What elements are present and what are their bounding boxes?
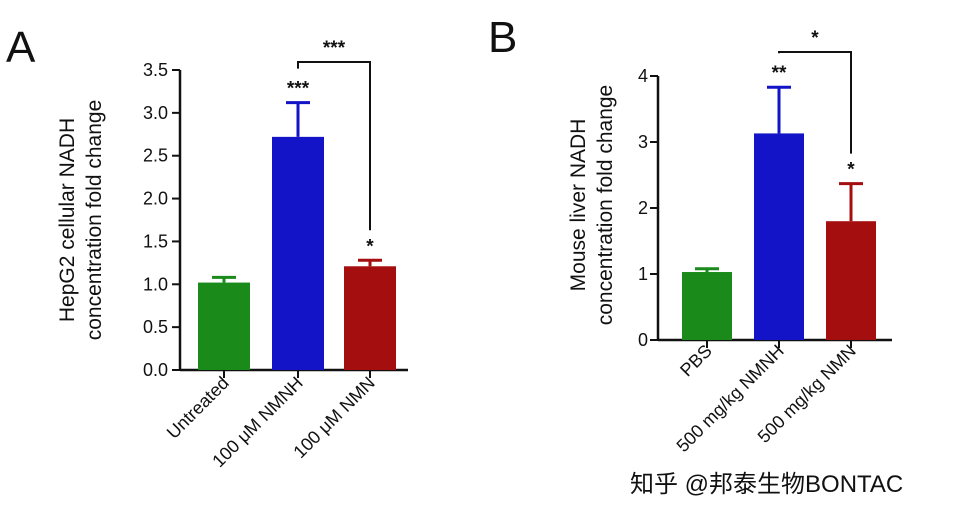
y-tick-label: 1.5 <box>143 231 168 251</box>
significance-label: * <box>847 160 855 181</box>
x-tick-label: Untreated <box>163 373 233 443</box>
y-tick-label: 3.0 <box>143 103 168 123</box>
y-tick-label: 4 <box>638 66 648 86</box>
y-axis-label: concentration fold change <box>83 100 106 341</box>
bar <box>754 133 804 340</box>
significance-label: ** <box>772 63 787 84</box>
y-axis-label: Mouse liver NADH <box>567 119 590 292</box>
y-axis-label: HepG2 cellular NADH <box>56 118 79 322</box>
y-tick-label: 3.5 <box>143 60 168 80</box>
bar <box>826 221 876 340</box>
y-axis-label: concentration fold change <box>594 85 617 326</box>
bar <box>198 282 250 370</box>
significance-label: * <box>366 236 374 257</box>
y-tick-label: 0.5 <box>143 317 168 337</box>
bracket-label: * <box>811 28 819 49</box>
watermark: 知乎 @邦泰生物BONTAC <box>630 471 903 498</box>
comparison-bracket <box>297 61 371 231</box>
bar <box>682 272 732 340</box>
y-tick-label: 2.5 <box>143 146 168 166</box>
x-tick-label: PBS <box>676 341 716 381</box>
chart-a: 0.0 0.5 1.0 1.5 2.0 2.5 3.0 3.5 HepG2 cellular N… <box>56 38 408 471</box>
comparison-bracket <box>778 51 852 154</box>
y-tick-label: 0 <box>638 330 648 350</box>
panel-label-b: B <box>488 13 517 62</box>
bar <box>272 136 324 370</box>
y-tick-label: 2.0 <box>143 189 168 209</box>
y-tick-label: 2 <box>638 198 648 218</box>
chart-b: 0 1 2 3 4 Mouse liver NADH concentration fold … <box>567 28 892 456</box>
bracket-label: *** <box>323 38 346 59</box>
y-tick-label: 1 <box>638 264 648 284</box>
significance-label: *** <box>287 79 310 100</box>
y-tick-label: 0.0 <box>143 360 168 380</box>
y-tick-label: 1.0 <box>143 274 168 294</box>
bar <box>344 266 396 370</box>
panel-label-a: A <box>6 23 36 72</box>
y-tick-label: 3 <box>638 132 648 152</box>
